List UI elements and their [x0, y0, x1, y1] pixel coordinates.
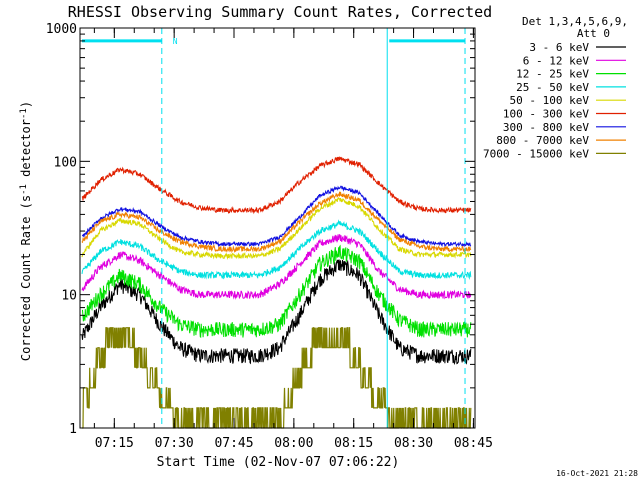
x-tick-label: 08:00 [274, 436, 313, 451]
series-50-100-kev [81, 196, 472, 260]
series-line [81, 219, 472, 280]
series-25-50-kev [81, 219, 472, 280]
x-tick-label: 07:45 [214, 436, 253, 451]
y-tick-label: 1000 [46, 22, 77, 37]
legend-label: 100 - 300 keV [503, 108, 589, 121]
y-axis-label-sup2: -1 [19, 108, 29, 119]
legend-label: 50 - 100 keV [510, 94, 590, 107]
legend-label: 300 - 800 keV [503, 121, 589, 134]
legend-label: 7000 - 15000 keV [483, 147, 589, 160]
n-marker-label: N [173, 37, 178, 46]
y-tick-label: 1 [69, 422, 77, 437]
y-axis-label-end: ) [19, 101, 33, 108]
series-300-800-kev [82, 185, 472, 248]
legend-label: 800 - 7000 keV [496, 134, 589, 147]
series-line [81, 196, 472, 260]
plot-frame [79, 27, 476, 429]
series-3-6-kev [81, 259, 472, 366]
y-tick-label: 10 [61, 289, 77, 304]
series-7000-15000-kev [82, 327, 472, 429]
series-line [82, 244, 472, 339]
y-tick-label: 100 [54, 155, 77, 170]
y-axis-label-mid: detector [19, 119, 33, 184]
y-axis-label-sup1: -1 [19, 184, 29, 195]
legend-label: 3 - 6 keV [529, 41, 589, 54]
series-line [81, 156, 472, 215]
x-tick-label: 08:45 [454, 436, 493, 451]
legend-label: 6 - 12 keV [523, 54, 590, 67]
series-line [82, 327, 472, 429]
y-axis-label-main: Corrected Count Rate (s [19, 195, 33, 361]
x-tick-label: 07:15 [95, 436, 134, 451]
legend-header-line-2: Att 0 [577, 27, 610, 40]
x-axis-label: Start Time (02-Nov-07 07:06:22) [157, 455, 400, 470]
series-line [81, 191, 472, 254]
series-line [81, 234, 472, 300]
footer-date: 16-Oct-2021 21:28 [556, 469, 638, 478]
series-100-300-kev [81, 156, 472, 215]
y-axis-label: Corrected Count Rate (s-1 detector-1) [19, 101, 33, 361]
x-tick-label: 08:15 [334, 436, 373, 451]
series-line [82, 185, 472, 248]
x-tick-label: 08:30 [394, 436, 433, 451]
legend-label: 25 - 50 keV [516, 81, 589, 94]
series-800-7000-kev [81, 191, 472, 254]
x-tick-label: 07:30 [155, 436, 194, 451]
legend-label: 12 - 25 keV [516, 68, 589, 81]
series-line [81, 259, 472, 366]
series-6-12-kev [81, 234, 472, 300]
chart-title: RHESSI Observing Summary Count Rates, Co… [68, 3, 492, 21]
legend-header-line-1: Det 1,3,4,5,6,9, [522, 15, 628, 28]
svg-text:Corrected Count Rate (s-1 dete: Corrected Count Rate (s-1 detector-1) [19, 101, 33, 361]
plot-area: N 1 10 100 1000 07:15 07:30 07:45 08:00 08:15 08:3… [46, 22, 493, 451]
series-12-25-kev [82, 244, 472, 339]
